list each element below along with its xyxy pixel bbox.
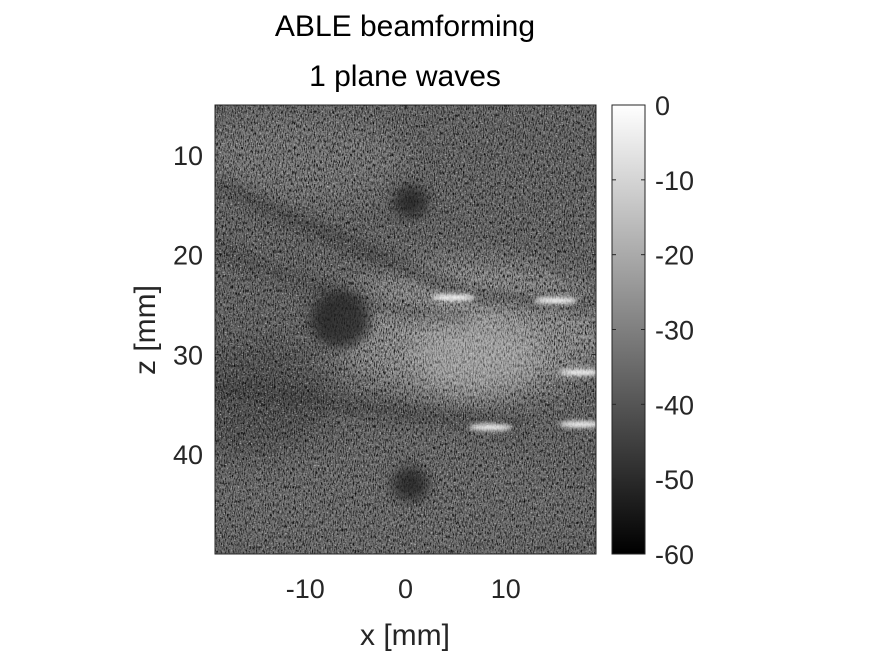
colorbar-tick-label: -40 xyxy=(655,390,694,420)
y-tick-label: 10 xyxy=(173,141,203,171)
chart-title-line-1: ABLE beamforming xyxy=(274,10,536,43)
hypoechoic-cyst-0 xyxy=(393,185,428,218)
x-tick-label: 10 xyxy=(491,574,521,604)
colorbar-tick-label: -20 xyxy=(655,241,694,271)
colorbar-tick-label: -50 xyxy=(655,465,694,495)
colorbar-tick-label: -30 xyxy=(655,316,694,346)
x-axis-label: x [mm] xyxy=(360,619,450,652)
chart-title-line-2: 1 plane waves xyxy=(309,60,501,93)
hypoechoic-cyst-1 xyxy=(310,291,371,348)
colorbar-tick-label: -60 xyxy=(655,540,694,570)
hypoechoic-cyst-2 xyxy=(392,467,429,502)
x-tick-label: 0 xyxy=(398,574,413,604)
y-tick-label: 30 xyxy=(173,340,203,370)
b-mode-image xyxy=(215,105,596,554)
colorbar xyxy=(611,104,646,555)
colorbar-tick-label: -10 xyxy=(655,166,694,196)
bright-reflector-7 xyxy=(468,424,513,431)
y-tick-label: 20 xyxy=(173,241,203,271)
bright-reflector-4 xyxy=(533,297,578,304)
colorbar-tick-label: 0 xyxy=(655,91,670,121)
hyperechoic-region-3 xyxy=(410,315,541,394)
bright-reflector-5 xyxy=(431,294,476,301)
bright-reflector-8 xyxy=(558,421,596,428)
y-tick-label: 40 xyxy=(173,440,203,470)
bright-reflector-6 xyxy=(558,369,596,376)
y-axis-label: z [mm] xyxy=(129,285,162,375)
x-tick-label: -10 xyxy=(286,574,325,604)
